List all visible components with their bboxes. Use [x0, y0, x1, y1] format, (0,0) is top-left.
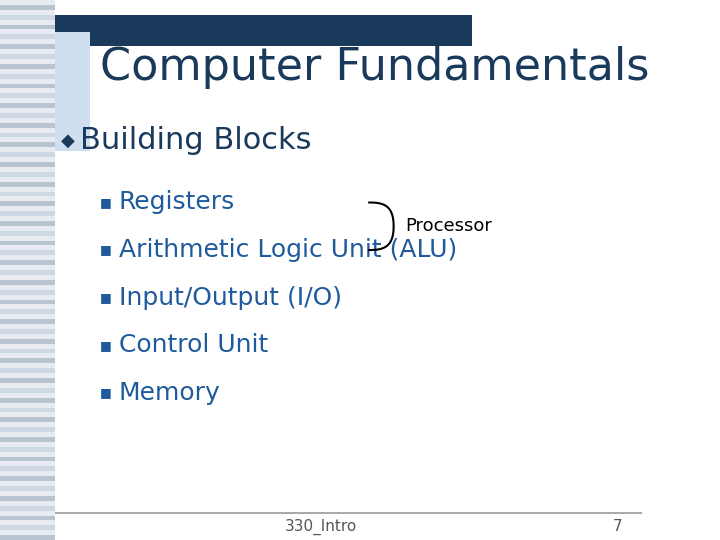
Bar	[0, 378, 55, 383]
Bar	[0, 368, 55, 373]
Bar	[0, 319, 55, 324]
Bar	[0, 143, 55, 147]
Text: Memory: Memory	[119, 381, 220, 404]
Bar	[0, 103, 55, 108]
Text: Control Unit: Control Unit	[119, 333, 268, 357]
Bar	[0, 289, 55, 294]
Text: 7: 7	[613, 519, 623, 534]
Text: Building Blocks: Building Blocks	[80, 126, 312, 155]
Bar	[0, 241, 55, 246]
Bar	[0, 35, 55, 39]
Bar	[0, 535, 55, 540]
Bar	[0, 476, 55, 481]
Text: ■: ■	[100, 244, 112, 256]
Bar	[0, 172, 55, 177]
Bar	[0, 437, 55, 442]
Bar	[0, 0, 55, 540]
Bar	[0, 260, 55, 265]
Bar	[0, 64, 55, 69]
Bar	[55, 15, 472, 46]
Bar	[0, 211, 55, 216]
Bar	[0, 388, 55, 393]
Bar	[0, 84, 55, 89]
Text: ◆: ◆	[60, 131, 74, 150]
Text: ■: ■	[100, 291, 112, 304]
Bar	[0, 123, 55, 127]
Bar	[0, 15, 55, 19]
Text: Input/Output (I/O): Input/Output (I/O)	[119, 286, 342, 309]
Bar	[0, 505, 55, 510]
Bar	[0, 457, 55, 462]
Bar	[0, 73, 55, 78]
Bar	[0, 300, 55, 305]
Bar	[0, 231, 55, 235]
Text: ■: ■	[100, 339, 112, 352]
Bar	[0, 408, 55, 413]
Bar	[0, 496, 55, 501]
Bar	[0, 349, 55, 354]
Bar	[0, 467, 55, 471]
Text: 330_Intro: 330_Intro	[285, 518, 357, 535]
Bar	[0, 152, 55, 157]
Bar	[0, 25, 55, 30]
Text: ■: ■	[100, 196, 112, 209]
Bar	[0, 54, 55, 59]
Bar	[0, 113, 55, 118]
Bar	[0, 486, 55, 491]
Bar	[0, 44, 55, 49]
Bar	[0, 270, 55, 275]
Bar	[0, 329, 55, 334]
Bar	[0, 359, 55, 363]
Bar	[0, 162, 55, 167]
Bar	[0, 280, 55, 285]
Bar	[0, 516, 55, 521]
Bar	[0, 309, 55, 314]
Bar	[0, 397, 55, 402]
Bar	[55, 32, 90, 151]
Bar	[0, 192, 55, 197]
Bar	[0, 251, 55, 255]
Bar	[0, 417, 55, 422]
Bar	[0, 221, 55, 226]
Text: Registers: Registers	[119, 191, 235, 214]
Bar	[0, 181, 55, 186]
Bar	[0, 427, 55, 432]
Bar	[0, 525, 55, 530]
Text: Processor: Processor	[405, 217, 492, 235]
Bar	[0, 93, 55, 98]
Text: Computer Fundamentals: Computer Fundamentals	[99, 46, 649, 89]
Bar	[0, 5, 55, 10]
Bar	[0, 339, 55, 343]
Bar	[0, 447, 55, 451]
Text: Arithmetic Logic Unit (ALU): Arithmetic Logic Unit (ALU)	[119, 238, 457, 262]
Bar	[0, 133, 55, 138]
Bar	[0, 201, 55, 206]
Bar	[55, 512, 642, 514]
Text: ■: ■	[100, 386, 112, 399]
